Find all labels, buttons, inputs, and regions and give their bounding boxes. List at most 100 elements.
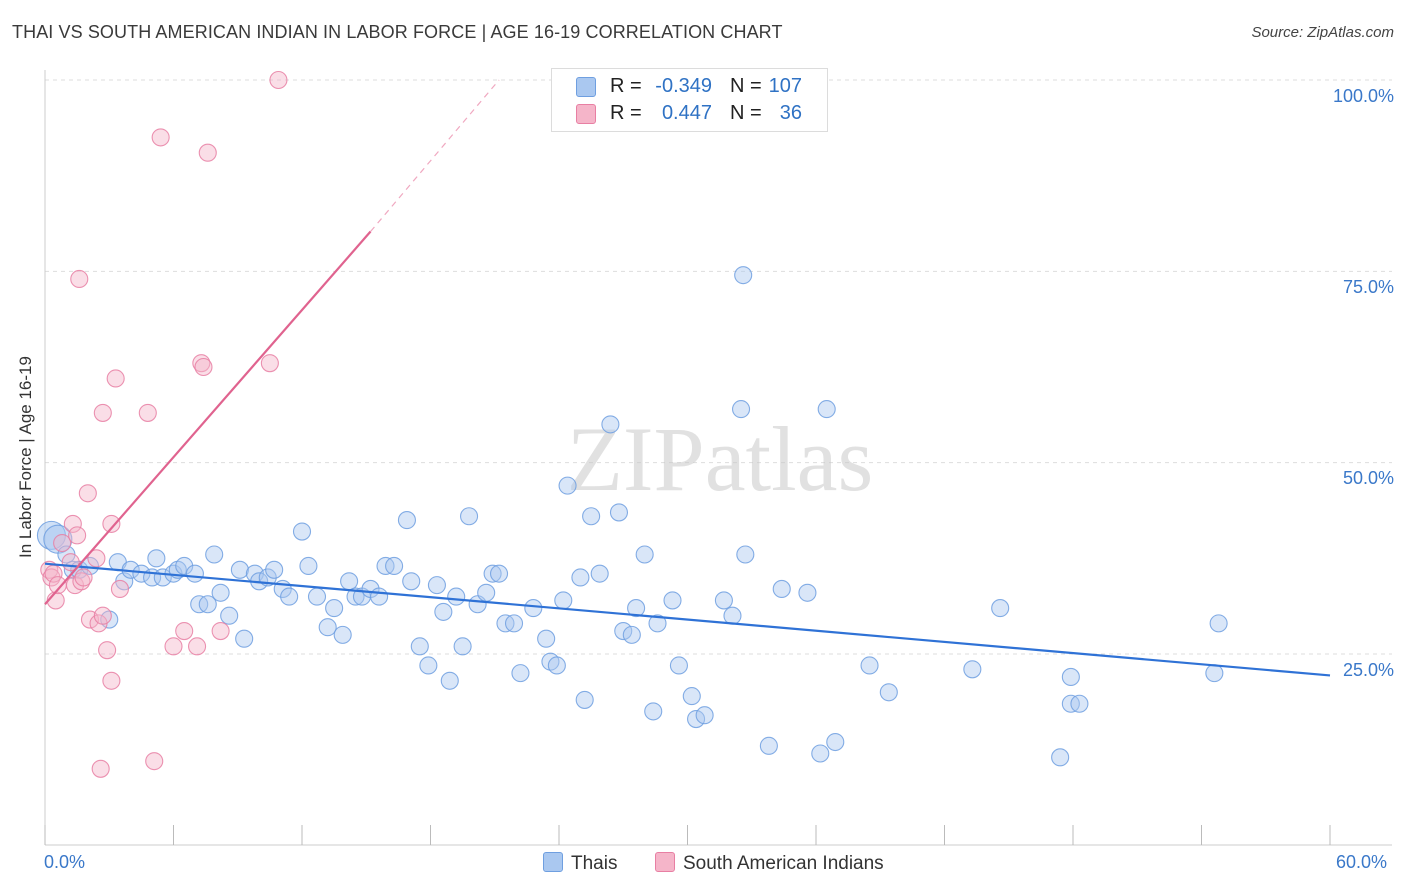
y-axis-label: In Labor Force | Age 16-19 — [16, 356, 35, 558]
data-point — [731, 400, 751, 419]
data-point — [164, 637, 183, 656]
legend-n-label: N = — [730, 75, 762, 97]
data-point — [963, 660, 982, 679]
source-label: Source: ZipAtlas.com — [1251, 24, 1394, 41]
data-point — [93, 403, 112, 422]
data-point — [1070, 694, 1089, 713]
data-point — [138, 403, 157, 422]
data-point — [292, 522, 312, 541]
data-point — [1205, 664, 1224, 683]
legend-n-value: 36 — [779, 102, 802, 124]
data-point — [260, 354, 279, 373]
data-point — [798, 583, 817, 602]
legend-r-label: R = — [610, 102, 642, 124]
data-point — [714, 591, 733, 610]
data-point — [87, 549, 106, 568]
legend-swatch-thais — [576, 77, 596, 97]
data-point — [571, 568, 590, 587]
y-tick-label-50: 50.0% — [1342, 468, 1394, 488]
data-point — [397, 511, 416, 530]
data-point — [723, 606, 742, 625]
data-point — [385, 556, 404, 576]
data-point — [230, 560, 249, 579]
data-point — [194, 357, 213, 377]
x-tick-label-max: 60.0% — [1336, 852, 1388, 872]
data-point — [547, 656, 566, 675]
trend-line-extension — [370, 79, 500, 232]
y-tick-label-25: 25.0% — [1342, 660, 1394, 680]
legend-row-south-american-indians: R = 0.447 N = 36 — [552, 101, 827, 127]
data-point — [211, 583, 230, 602]
data-point — [102, 671, 121, 690]
series-south-american-indians — [40, 70, 288, 778]
bottom-legend-label-south-american-indians: South American Indians — [683, 853, 884, 874]
data-point — [419, 656, 438, 675]
trend-line-thais — [44, 562, 1331, 677]
legend-r-value: -0.349 — [655, 75, 712, 97]
data-point — [110, 579, 130, 598]
data-point — [220, 606, 239, 625]
data-point — [147, 549, 166, 568]
data-point — [695, 706, 714, 725]
data-point — [663, 591, 682, 610]
data-point — [91, 759, 110, 778]
data-point — [145, 752, 164, 771]
data-point — [609, 503, 629, 522]
series-thais — [36, 266, 1228, 767]
legend-r-label: R = — [610, 75, 642, 97]
data-point — [410, 637, 429, 656]
data-point — [504, 614, 524, 633]
data-point — [74, 568, 93, 587]
data-point — [772, 579, 791, 598]
bottom-legend-south-american-indians: South American Indians — [655, 852, 884, 875]
data-point — [483, 564, 502, 583]
data-point — [1051, 748, 1070, 767]
data-point — [1061, 667, 1080, 687]
data-point — [93, 606, 112, 625]
data-point — [644, 702, 663, 721]
data-point — [102, 514, 121, 533]
data-point — [98, 641, 117, 660]
data-point — [63, 514, 82, 533]
data-point — [627, 599, 646, 618]
legend-r-value: 0.447 — [661, 102, 712, 124]
data-point — [235, 629, 254, 648]
data-point — [265, 560, 284, 579]
bottom-legend-thais: Thais — [543, 852, 617, 875]
data-point — [1209, 614, 1228, 633]
data-point — [648, 614, 667, 633]
legend-n-label: N = — [730, 102, 762, 124]
data-point — [879, 683, 898, 702]
data-point — [590, 564, 609, 583]
data-point — [106, 369, 125, 388]
data-point — [614, 621, 633, 641]
trend-lines — [44, 79, 1331, 677]
data-point — [860, 656, 879, 675]
legend-box: R = -0.349 N = 107 R = 0.447 N = 36 — [551, 68, 828, 132]
axes — [44, 70, 1392, 846]
chart-title: THAI VS SOUTH AMERICAN INDIAN IN LABOR F… — [12, 22, 783, 42]
data-point — [68, 526, 87, 545]
data-point — [826, 732, 845, 752]
data-point — [736, 545, 755, 564]
data-point — [318, 618, 337, 637]
data-point — [558, 476, 577, 495]
data-point — [346, 587, 365, 606]
data-point — [682, 687, 701, 706]
data-point — [211, 621, 230, 641]
trend-line-south-american-indians — [44, 230, 372, 605]
bottom-legend-swatch-thais — [543, 852, 563, 872]
data-point — [402, 572, 421, 591]
data-point — [280, 587, 299, 606]
data-point — [459, 507, 479, 526]
data-point — [325, 599, 344, 618]
legend-row-thais: R = -0.349 N = 107 — [552, 74, 827, 100]
data-point — [734, 266, 753, 285]
data-point — [582, 507, 601, 526]
data-point — [601, 415, 620, 434]
data-point — [70, 269, 89, 289]
data-point — [635, 545, 654, 564]
watermark: ZIPatlas — [567, 408, 874, 510]
data-point — [622, 625, 641, 644]
